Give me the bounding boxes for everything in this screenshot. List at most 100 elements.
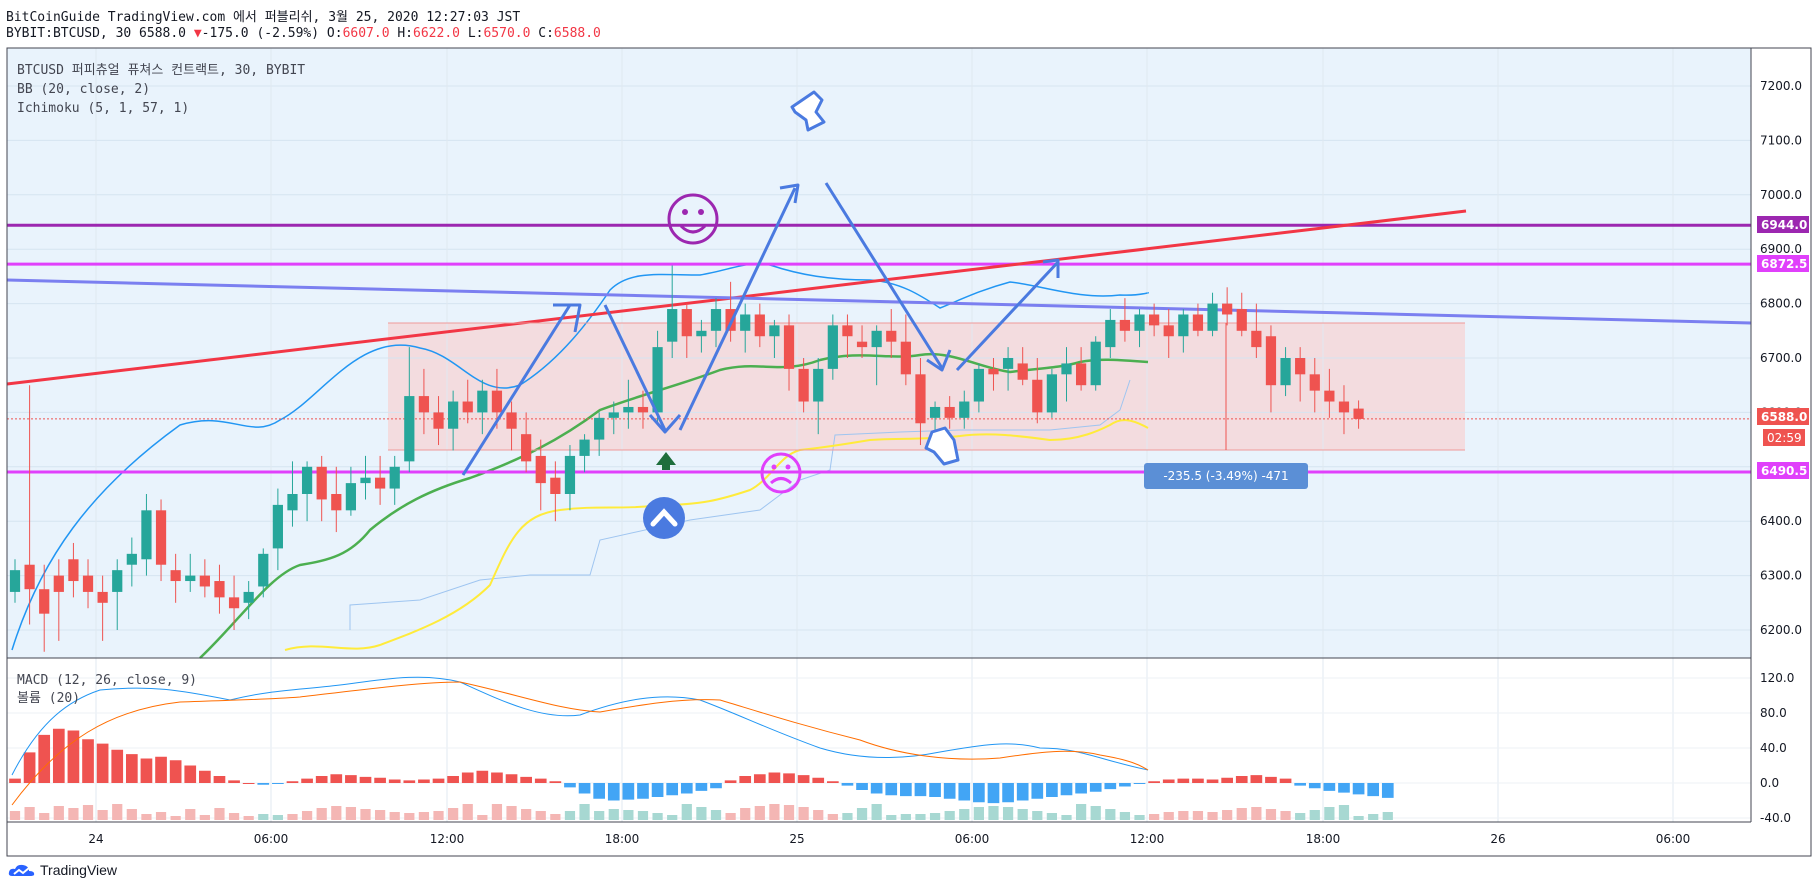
candle-body bbox=[1295, 358, 1306, 375]
volume-bar bbox=[681, 804, 692, 820]
volume-bar bbox=[331, 806, 342, 820]
candle-body bbox=[1075, 363, 1087, 386]
volume-bar bbox=[1002, 807, 1014, 820]
candle-body bbox=[1324, 390, 1335, 402]
y-axis: 7200.07100.07000.06900.06800.06700.06600… bbox=[1760, 79, 1802, 825]
volume-bar bbox=[170, 816, 181, 820]
volume-bar bbox=[696, 807, 707, 820]
candle-body bbox=[272, 504, 283, 549]
high-label: H: bbox=[397, 26, 414, 41]
tag-last-price: 6588.0 bbox=[1757, 408, 1809, 425]
volume-bar bbox=[929, 813, 941, 820]
candle-body bbox=[404, 396, 415, 462]
y-tick-label: 6200.0 bbox=[1760, 623, 1802, 637]
candle-body bbox=[433, 412, 444, 429]
volume-bar bbox=[389, 812, 400, 820]
drawings bbox=[461, 90, 1060, 539]
volume-bar bbox=[769, 804, 780, 820]
macd-bar bbox=[1046, 783, 1058, 797]
bb-middle bbox=[199, 352, 1149, 659]
volume-bar bbox=[1075, 804, 1087, 820]
volume-bar bbox=[652, 813, 663, 820]
brand-name: TradingView bbox=[40, 862, 118, 878]
candle-body bbox=[929, 406, 941, 418]
candle-body bbox=[170, 570, 181, 582]
volume-bar bbox=[827, 814, 838, 820]
volume-bar bbox=[1017, 809, 1028, 820]
volume-bar bbox=[521, 809, 532, 820]
candle-body bbox=[1119, 319, 1131, 331]
volume-bar bbox=[155, 812, 167, 820]
volume-bar bbox=[506, 806, 517, 820]
volume-bar bbox=[97, 810, 108, 820]
candle-body bbox=[477, 390, 488, 413]
candle-body bbox=[1265, 336, 1277, 386]
macd-bar bbox=[476, 770, 489, 783]
candle-body bbox=[1192, 314, 1204, 331]
macd-pane bbox=[7, 660, 1751, 822]
volume-bar bbox=[404, 813, 415, 820]
sad-mouth-icon bbox=[769, 477, 793, 485]
volume-bar bbox=[491, 804, 503, 820]
macd-tick-label: 80.0 bbox=[1760, 706, 1787, 720]
macd-bar bbox=[710, 783, 722, 789]
tag-6872: 6872.5 bbox=[1757, 255, 1809, 272]
macd-bar bbox=[1338, 783, 1350, 793]
candle-body bbox=[345, 483, 357, 511]
macd-bar bbox=[534, 778, 547, 783]
volume-bar bbox=[272, 815, 283, 820]
candle-body bbox=[1309, 374, 1320, 391]
volume-bar bbox=[944, 811, 955, 820]
measure-tool[interactable]: -235.5 (-3.49%) -471 bbox=[1144, 463, 1308, 489]
volume-bar bbox=[842, 813, 853, 820]
macd-bar bbox=[607, 783, 620, 801]
macd-bar bbox=[1060, 783, 1073, 796]
candle-body bbox=[740, 314, 751, 331]
candle-body bbox=[1338, 401, 1350, 413]
candle-body bbox=[973, 368, 984, 402]
volume-bar bbox=[783, 805, 795, 820]
volume-bar bbox=[579, 804, 590, 820]
arrow-up-2 bbox=[678, 187, 797, 431]
candle-body bbox=[842, 325, 853, 337]
volume-bar bbox=[623, 810, 634, 820]
volume-bar bbox=[1119, 812, 1131, 820]
volume-bar bbox=[1309, 810, 1320, 820]
close-value: 6588.0 bbox=[553, 26, 601, 41]
volume-bar bbox=[345, 807, 357, 820]
grid bbox=[7, 48, 1751, 822]
macd-bar bbox=[973, 783, 985, 803]
cloud-edge bbox=[349, 379, 1131, 630]
tradingview-logo[interactable]: TradingView bbox=[8, 862, 117, 878]
candle-body bbox=[228, 597, 240, 609]
x-tick-label: 25 bbox=[789, 832, 804, 846]
candle-body bbox=[82, 575, 94, 592]
volume-bar bbox=[1192, 811, 1204, 820]
arrow-up-1 bbox=[461, 304, 572, 476]
macd-bar bbox=[330, 774, 343, 783]
x-tick-label: 12:00 bbox=[430, 832, 465, 846]
volume-bar bbox=[1280, 811, 1291, 820]
macd-bar bbox=[593, 783, 606, 799]
candle-body bbox=[301, 466, 313, 494]
volume-bar bbox=[1338, 805, 1350, 820]
candles bbox=[9, 265, 1364, 652]
candle-body bbox=[243, 591, 254, 603]
macd-bar bbox=[184, 765, 197, 783]
chevron-up-circle-icon bbox=[643, 497, 685, 539]
candle-body bbox=[39, 589, 50, 614]
candle-body bbox=[1251, 330, 1262, 348]
candle-body bbox=[1222, 303, 1233, 315]
candle-body bbox=[710, 309, 722, 331]
candle-body bbox=[258, 553, 269, 587]
y-tick-label: 7200.0 bbox=[1760, 79, 1802, 93]
candle-body bbox=[199, 575, 210, 587]
candle-body bbox=[1046, 374, 1058, 413]
macd-bar bbox=[1352, 783, 1365, 795]
volume-bar bbox=[374, 810, 386, 820]
macd-bar bbox=[622, 783, 635, 800]
macd-bar bbox=[461, 772, 474, 783]
candle-body bbox=[871, 330, 882, 348]
volume-bar bbox=[871, 804, 882, 820]
